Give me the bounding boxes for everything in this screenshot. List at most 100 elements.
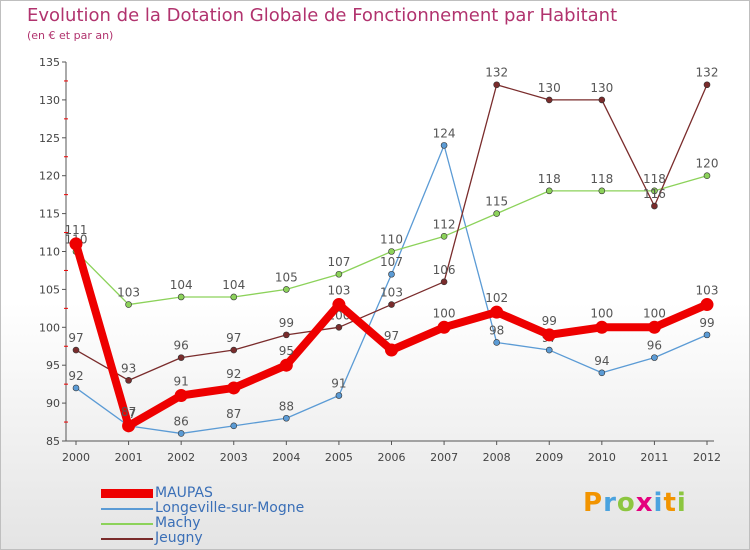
- x-tick-label: 2010: [588, 451, 616, 464]
- data-label-maupas: 103: [327, 284, 350, 298]
- data-point-machy: [440, 233, 448, 240]
- data-point-maupas: [69, 237, 83, 251]
- y-tick-label: 135: [39, 56, 60, 69]
- data-label-machy: 118: [643, 172, 666, 186]
- y-tick-label: 130: [39, 94, 60, 107]
- x-tick-label: 2001: [115, 451, 143, 464]
- data-label-maupas: 100: [590, 306, 613, 320]
- data-label-longeville-sur-mogne: 92: [68, 369, 83, 383]
- data-point-maupas: [700, 298, 714, 312]
- y-tick-label: 115: [39, 208, 60, 221]
- data-label-longeville-sur-mogne: 99: [699, 316, 714, 330]
- data-point-maupas: [542, 328, 556, 342]
- logo-letter: i: [653, 488, 664, 518]
- data-point-jeugny: [598, 96, 606, 104]
- data-point-jeugny: [335, 323, 343, 331]
- x-tick-label: 2008: [483, 451, 511, 464]
- logo-letter: r: [603, 488, 617, 518]
- data-point-machy: [177, 293, 185, 301]
- data-point-machy: [703, 172, 711, 179]
- data-label-jeugny: 99: [279, 316, 294, 330]
- data-label-longeville-sur-mogne: 91: [331, 377, 346, 391]
- data-point-jeugny: [388, 301, 395, 308]
- legend-label-jeugny: Jeugny: [155, 530, 203, 546]
- data-point-maupas: [437, 320, 451, 334]
- data-label-maupas: 100: [643, 306, 666, 320]
- data-label-maupas: 95: [279, 344, 294, 358]
- data-label-longeville-sur-mogne: 88: [279, 399, 294, 413]
- x-tick-label: 2003: [220, 451, 248, 464]
- y-tick-label: 90: [46, 397, 60, 410]
- data-point-longeville-sur-mogne: [388, 270, 395, 278]
- data-label-jeugny: 116: [643, 187, 666, 201]
- data-point-jeugny: [440, 278, 448, 286]
- logo-letter: o: [616, 488, 636, 518]
- data-point-longeville-sur-mogne: [177, 430, 185, 437]
- data-point-machy: [493, 210, 500, 217]
- data-label-machy: 118: [590, 172, 613, 186]
- logo-letter: x: [635, 488, 654, 518]
- data-point-machy: [388, 248, 395, 255]
- data-label-machy: 105: [275, 270, 298, 284]
- data-label-maupas: 103: [696, 284, 719, 298]
- data-point-machy: [651, 187, 658, 195]
- x-tick-label: 2007: [430, 451, 458, 464]
- data-point-longeville-sur-mogne: [72, 384, 80, 392]
- data-label-maupas: 100: [433, 306, 456, 320]
- data-label-maupas: 97: [384, 329, 399, 343]
- legend-label-longeville: Longeville-sur-Mogne: [155, 500, 305, 516]
- y-tick-label: 120: [39, 170, 60, 183]
- data-point-longeville-sur-mogne: [651, 354, 658, 361]
- data-point-machy: [283, 286, 290, 293]
- data-label-machy: 107: [327, 255, 350, 269]
- data-point-jeugny: [125, 377, 132, 384]
- legend-swatch-jeugny: [101, 538, 153, 540]
- legend-label-machy: Machy: [155, 515, 201, 531]
- data-point-maupas: [122, 419, 136, 433]
- data-point-jeugny: [651, 202, 658, 210]
- data-label-jeugny: 93: [121, 361, 136, 375]
- chart-title: Evolution de la Dotation Globale de Fonc…: [27, 5, 618, 26]
- data-point-jeugny: [72, 346, 80, 354]
- y-tick-label: 100: [39, 321, 60, 334]
- data-label-jeugny: 130: [538, 81, 561, 95]
- data-label-maupas: 102: [485, 291, 508, 305]
- y-tick-label: 110: [39, 246, 60, 259]
- data-label-maupas: 91: [174, 375, 189, 389]
- data-point-jeugny: [703, 81, 711, 89]
- data-label-machy: 103: [117, 286, 140, 300]
- data-point-machy: [230, 293, 238, 301]
- data-label-longeville-sur-mogne: 86: [174, 414, 189, 428]
- data-point-maupas: [595, 320, 609, 334]
- legend-label-maupas: MAUPAS: [155, 485, 213, 501]
- x-tick-label: 2011: [640, 451, 668, 464]
- x-tick-label: 2012: [693, 451, 721, 464]
- data-label-longeville-sur-mogne: 107: [380, 255, 403, 269]
- data-point-jeugny: [177, 354, 185, 361]
- y-tick-label: 105: [39, 283, 60, 296]
- data-label-jeugny: 97: [68, 331, 83, 345]
- data-label-maupas: 111: [65, 223, 88, 237]
- data-label-machy: 104: [170, 278, 193, 292]
- x-tick-label: 2000: [62, 451, 90, 464]
- legend-swatch-longeville: [101, 508, 153, 510]
- x-tick-label: 2006: [378, 451, 406, 464]
- data-point-maupas: [385, 343, 398, 357]
- data-point-longeville-sur-mogne: [230, 422, 238, 430]
- data-point-longeville-sur-mogne: [335, 392, 343, 399]
- data-point-maupas: [174, 389, 188, 403]
- x-tick-label: 2004: [272, 451, 300, 464]
- data-point-longeville-sur-mogne: [440, 142, 448, 149]
- y-tick-label: 85: [46, 435, 60, 448]
- data-label-machy: 120: [696, 157, 719, 171]
- data-point-jeugny: [283, 331, 290, 339]
- data-point-longeville-sur-mogne: [545, 346, 553, 354]
- data-point-maupas: [227, 381, 241, 395]
- data-label-machy: 115: [485, 195, 508, 209]
- data-label-jeugny: 103: [380, 286, 403, 300]
- data-point-maupas: [279, 358, 293, 372]
- data-point-machy: [598, 187, 606, 195]
- data-label-jeugny: 96: [174, 339, 189, 353]
- y-tick-label: 125: [39, 132, 60, 145]
